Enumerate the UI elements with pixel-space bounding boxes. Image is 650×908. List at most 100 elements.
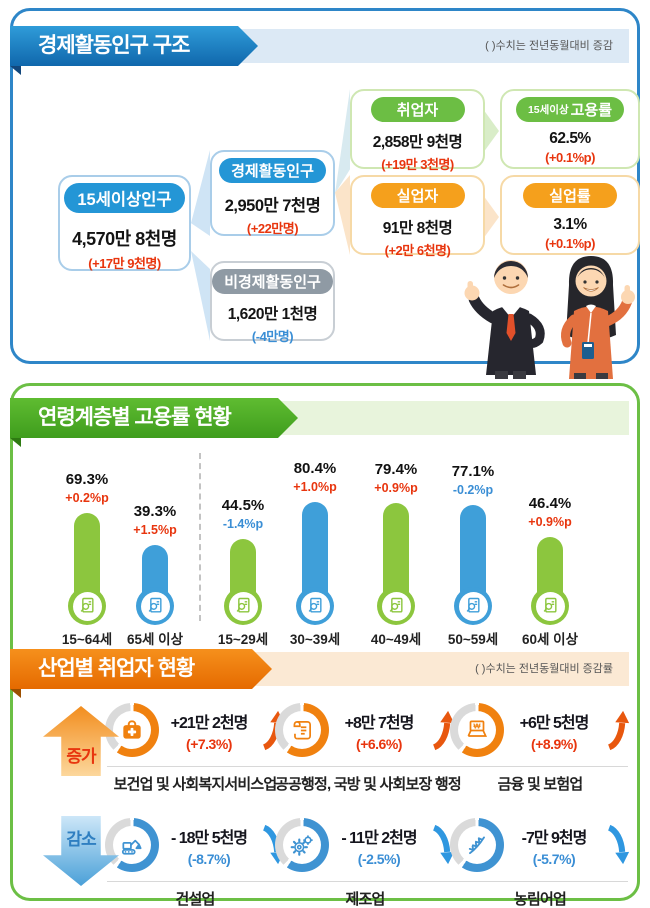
ribbon-fold <box>10 66 21 75</box>
box-value: 62.5% <box>549 130 591 147</box>
people-illustration <box>464 256 635 379</box>
bar-category-label: 60세 이상 <box>521 632 579 647</box>
bar-value-label: 46.4% <box>528 495 572 512</box>
employment-rate-bar-chart: 69.3% +0.2%p 15~64세 39.3% +1.5%p 65세 이상 … <box>13 448 643 663</box>
economically-inactive-box: 비경제활동인구 1,620만 1천명 (-4만명) <box>210 261 335 344</box>
age-bar-15-64: 69.3% +0.2%p 15~64세 <box>49 448 125 663</box>
bar-value-label: 80.4% <box>293 460 337 477</box>
industry-name: 건설업 <box>175 891 215 908</box>
divider-line <box>277 766 453 767</box>
industry-value: - 11만 2천명 <box>341 829 417 847</box>
header-note: ( )수치는 전년동월대비 증감률 <box>475 663 613 675</box>
box-value: 91만 8천명 <box>382 220 453 237</box>
industry-card-agriculture: -7만 9천명 (-5.7%) 농림어업 <box>450 814 630 908</box>
box-title: 실업률 <box>523 183 617 208</box>
bar-base-circle <box>136 587 174 625</box>
industry-card-health-welfare: +21만 2천명 (+7.3%) 보건업 및 사회복지서비스업 <box>105 699 285 794</box>
industry-percent: (+6.6%) <box>356 735 402 752</box>
bar-base-circle <box>531 587 569 625</box>
laptop-won-icon: ₩ <box>467 720 488 737</box>
industry-percent: (-2.5%) <box>357 850 401 867</box>
report-magnifier-icon <box>389 597 403 613</box>
box-title-prefix: 15세이상 <box>527 104 569 116</box>
box-value: 2,950만 7천명 <box>224 197 321 215</box>
employed-box: 취업자 2,858만 9천명 (+19만 3천명) <box>350 89 485 172</box>
section-title: 산업별 취업자 현황 <box>38 657 195 680</box>
box-title: 15세이상인구 <box>64 183 185 213</box>
bar-base-circle <box>68 587 106 625</box>
industry-percent: (-5.7%) <box>532 850 576 867</box>
industry-card-manufacturing: - 11만 2천명 (-2.5%) 제조업 <box>275 814 455 908</box>
connector <box>191 150 210 236</box>
bar-change-label: +1.0%p <box>293 480 337 494</box>
increase-label: 증가 <box>66 747 96 766</box>
box-change: (+22만명) <box>246 221 299 236</box>
box-change: (+17만 9천명) <box>88 256 161 271</box>
wheat-icon <box>468 836 485 855</box>
box-title: 경제활동인구 <box>219 158 326 183</box>
industry-percent: (+7.3%) <box>186 735 232 752</box>
unemployed-box: 실업자 91만 8천명 (+2만 6천명) <box>350 175 485 258</box>
box-change: (+0.1%p) <box>545 150 595 165</box>
population-15plus-box: 15세이상인구 4,570만 8천명 (+17만 9천명) <box>58 175 191 271</box>
industry-name: 농림어업 <box>513 891 567 908</box>
box-title-main: 고용률 <box>570 102 613 119</box>
header-note: ( )수치는 전년동월대비 증감 <box>485 40 613 52</box>
progress-ring <box>275 818 329 872</box>
industry-card-public-admin: +8만 7천명 (+6.6%) 공공행정, 국방 및 사회보장 행정 <box>275 699 462 794</box>
industry-value: +6만 5천명 <box>519 714 590 732</box>
bar-change-label: +0.9%p <box>374 481 418 495</box>
industry-name: 공공행정, 국방 및 사회보장 행정 <box>275 776 462 793</box>
industry-value: +21만 2천명 <box>170 714 249 732</box>
bar-base-circle <box>296 587 334 625</box>
industry-percent: (+8.9%) <box>531 735 577 752</box>
connector <box>191 251 210 341</box>
report-magnifier-icon <box>148 597 162 613</box>
age-bar-60plus: 46.4% +0.9%p 60세 이상 <box>512 448 588 663</box>
industry-name: 제조업 <box>345 891 385 908</box>
ribbon-fold <box>10 438 21 447</box>
industry-percent: (-8.7%) <box>187 850 231 867</box>
bar-base-circle <box>377 587 415 625</box>
age-bar-15-29: 44.5% -1.4%p 15~29세 <box>205 448 281 663</box>
box-value: 1,620만 1천명 <box>227 306 318 323</box>
economic-activity-structure-panel: ( )수치는 전년동월대비 증감 경제활동인구 구조 15세이상인구 4,570… <box>10 8 640 379</box>
bar-category-label: 15~64세 <box>61 632 113 647</box>
ribbon-fold <box>10 689 21 698</box>
section-title-ribbon: 경제활동인구 구조 <box>10 26 258 66</box>
industry-value: +8만 7천명 <box>344 714 415 732</box>
bar-change-label: -0.2%p <box>452 483 494 497</box>
section-title-ribbon: 연령계층별 고용률 현황 <box>10 398 298 438</box>
bar-base-circle <box>454 587 492 625</box>
industry-value: - 18만 5천명 <box>170 829 248 847</box>
box-value: 4,570만 8천명 <box>72 229 177 249</box>
bar-category-label: 30~39세 <box>289 632 341 647</box>
industry-card-finance-insurance: ₩ +6만 5천명 (+8.9%) 금융 및 보험업 <box>450 699 630 794</box>
progress-ring <box>105 703 159 757</box>
divider-line <box>452 881 628 882</box>
section-title: 경제활동인구 구조 <box>38 34 190 57</box>
box-title: 비경제활동인구 <box>212 269 333 294</box>
box-title: 실업자 <box>370 183 465 208</box>
bar-change-label: -1.4%p <box>222 517 264 531</box>
industry-name: 금융 및 보험업 <box>497 776 584 793</box>
industry-value: -7만 9천명 <box>521 829 588 847</box>
unemployment-rate-box: 실업률 3.1% (+0.1%p) <box>500 175 640 255</box>
bar-category-label: 65세 이상 <box>126 632 184 647</box>
economically-active-box: 경제활동인구 2,950만 7천명 (+22만명) <box>210 150 335 236</box>
industry-card-construction: - 18만 5천명 (-8.7%) 건설업 <box>105 814 285 908</box>
gears-icon <box>290 835 313 856</box>
scroll-icon <box>293 721 311 740</box>
bar-value-label: 39.3% <box>133 503 177 520</box>
section-title-ribbon: 산업별 취업자 현황 <box>10 649 272 689</box>
box-title: 15세이상 고용률 <box>515 97 625 122</box>
bar-value-label: 77.1% <box>451 463 495 480</box>
group-divider <box>199 453 201 621</box>
box-title: 취업자 <box>370 97 465 122</box>
divider-line <box>452 766 628 767</box>
svg-text:₩: ₩ <box>473 722 481 731</box>
bar-change-label: +0.2%p <box>65 491 109 505</box>
box-change: (-4만명) <box>251 329 294 344</box>
bar-change-label: +0.9%p <box>528 515 572 529</box>
progress-ring: ₩ <box>450 703 504 757</box>
